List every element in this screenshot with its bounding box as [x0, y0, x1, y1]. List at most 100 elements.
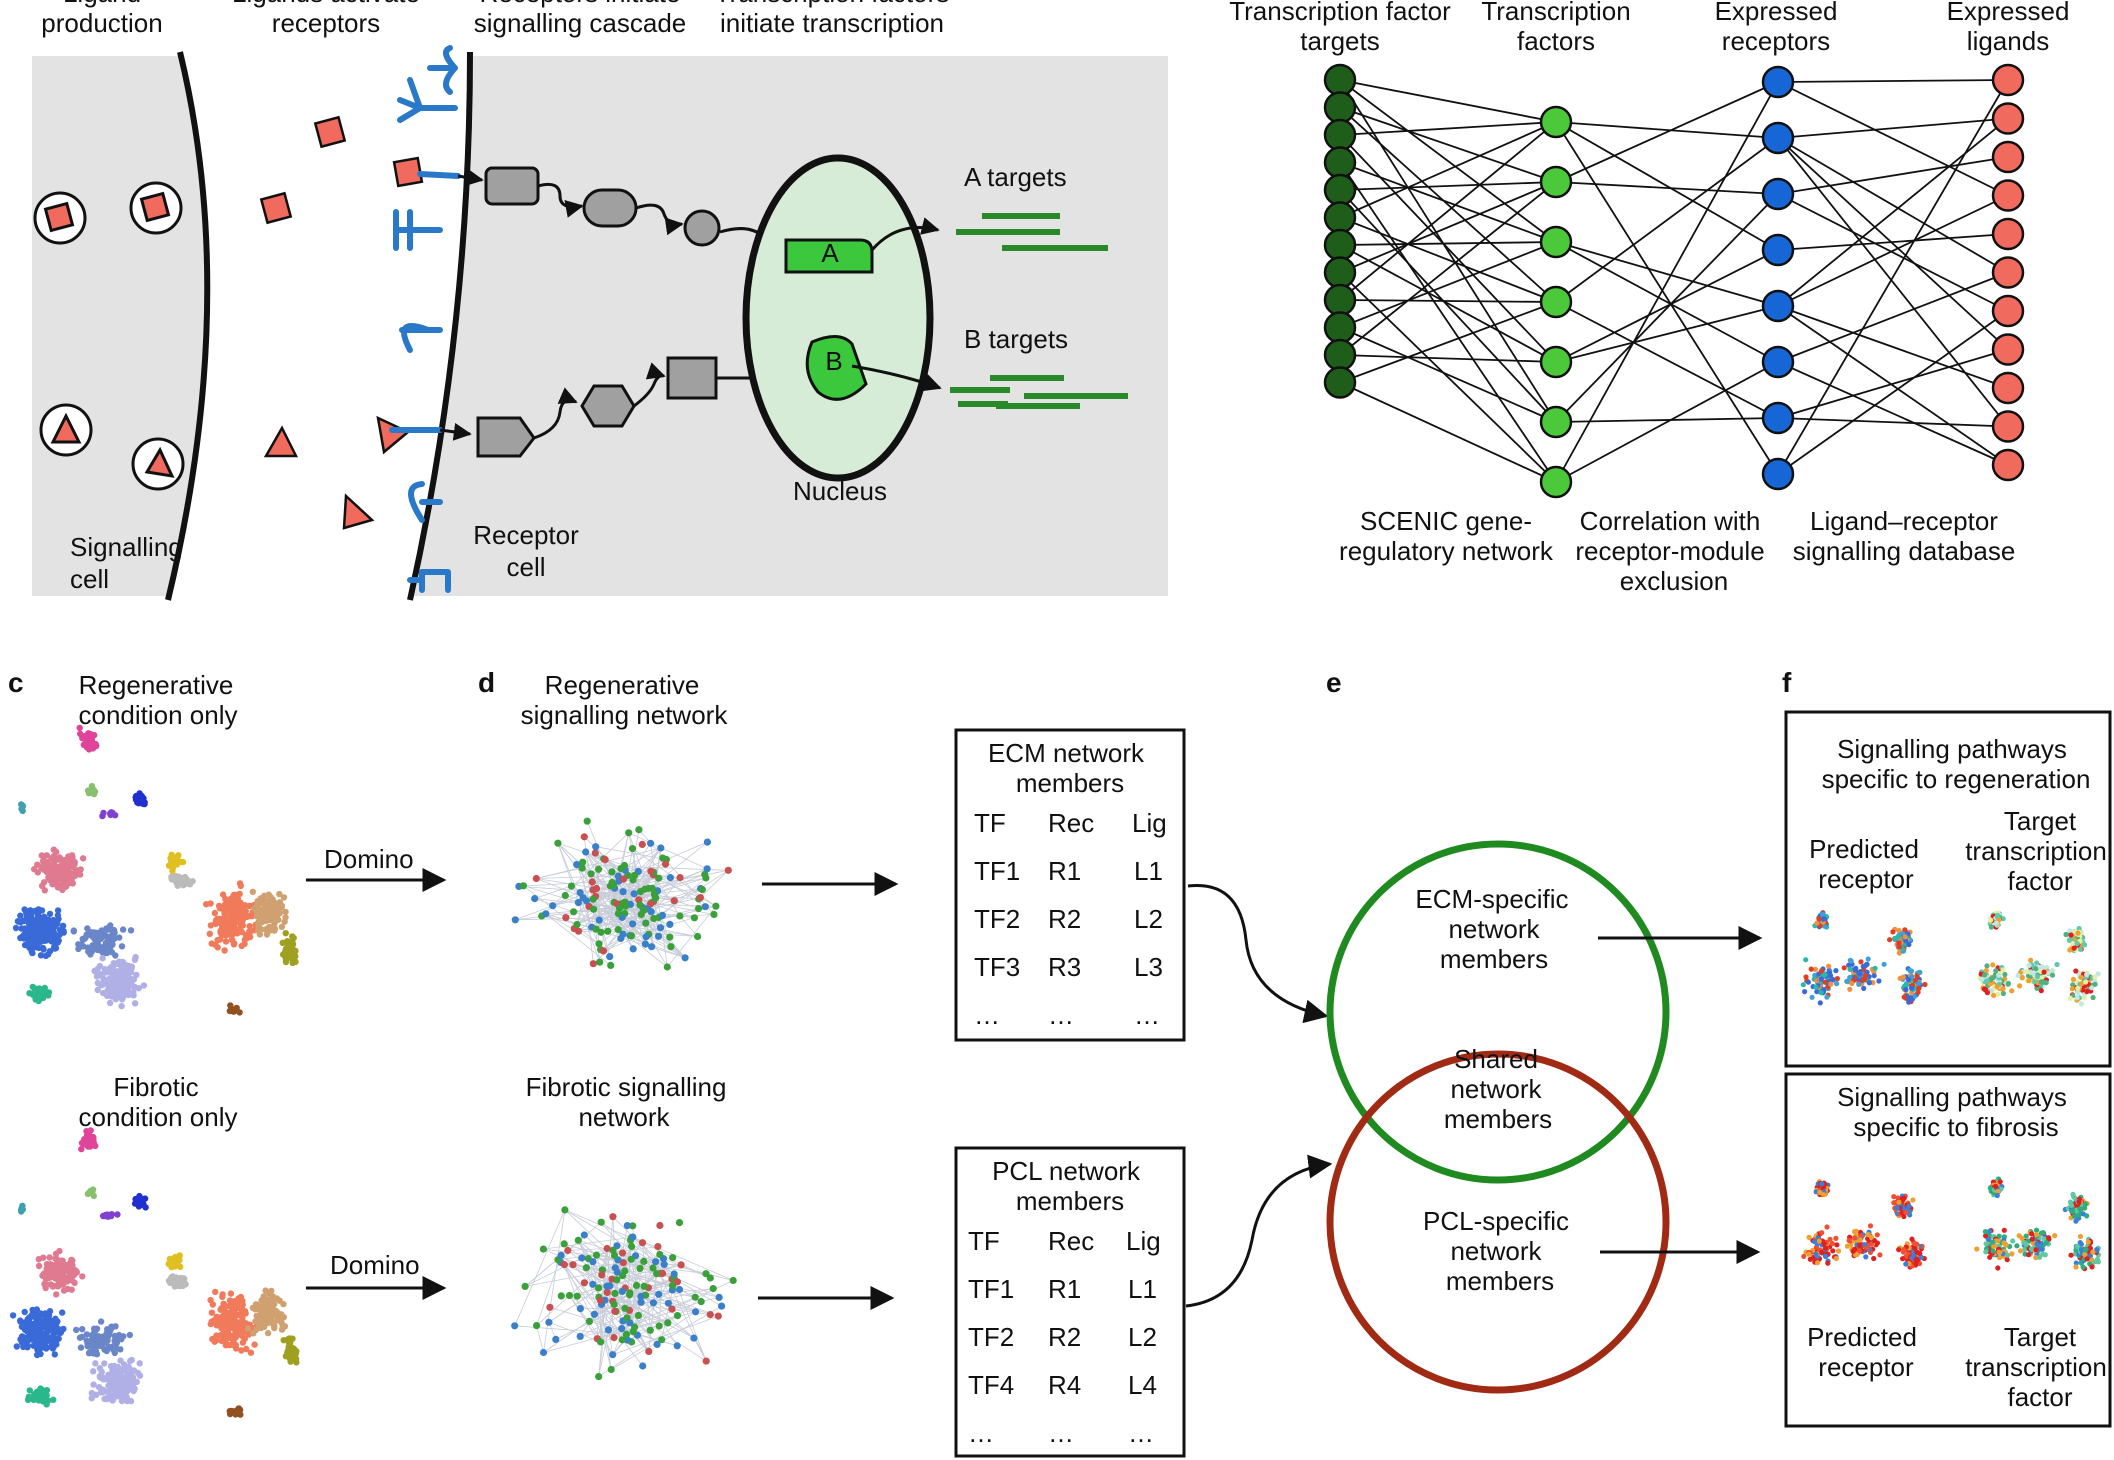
feature-point: [2075, 990, 2081, 996]
cell-point: [19, 1202, 26, 1210]
feature-point: [1896, 1247, 1902, 1253]
tf-node: [1539, 405, 1573, 439]
feature-point: [1868, 1241, 1874, 1247]
graph-node: [624, 1336, 632, 1344]
cell-point: [47, 1281, 54, 1288]
graph-node: [578, 864, 586, 872]
graph-node: [628, 1242, 636, 1250]
feature-point: [1990, 1248, 1996, 1254]
cell-point: [108, 1324, 116, 1331]
graph-node: [691, 1293, 699, 1301]
network-edge: [1339, 161, 1557, 243]
graph-node: [585, 1317, 594, 1325]
feature-point: [1862, 972, 1869, 979]
cell-point: [71, 1267, 79, 1274]
ecm-row-tf: TF3: [974, 952, 1020, 982]
feature-point: [2074, 1243, 2080, 1249]
feature-point: [1807, 1256, 1813, 1262]
graph-edge: [596, 1254, 618, 1261]
graph-node: [690, 1334, 698, 1342]
graph-node: [706, 1274, 714, 1282]
feature-point: [2074, 941, 2080, 947]
feature-point: [2070, 941, 2076, 947]
graph-node: [656, 1221, 664, 1230]
feature-point: [1847, 986, 1853, 992]
cell-point: [142, 1204, 149, 1211]
cell-point: [141, 1195, 149, 1202]
ligand-node: [1991, 179, 2025, 212]
feature-point: [1852, 1246, 1858, 1252]
feature-point: [1841, 965, 1847, 971]
graph-node: [648, 943, 656, 951]
feature-point: [2081, 995, 2087, 1001]
graph-node: [595, 916, 603, 924]
cell-point: [112, 996, 120, 1003]
graph-node: [654, 1243, 662, 1251]
graph-node: [606, 953, 614, 961]
cell-point: [40, 879, 48, 886]
graph-node: [546, 1303, 554, 1311]
graph-node: [703, 865, 711, 873]
graph-node: [611, 1289, 619, 1297]
cell-point: [37, 917, 45, 925]
feature-point: [1816, 916, 1822, 922]
feature-point: [2034, 974, 2040, 980]
cell-point: [112, 952, 119, 959]
network-edge: [1339, 79, 1557, 123]
feature-point: [1988, 924, 1994, 930]
cell-point: [249, 888, 256, 895]
feature-point: [1834, 981, 1840, 987]
feature-point: [2001, 1240, 2007, 1246]
feature-point: [2070, 1208, 2076, 1214]
cell-point: [105, 926, 112, 933]
cell-point: [292, 953, 299, 960]
cell-point: [236, 880, 244, 887]
graph-edge: [632, 923, 698, 937]
graph-node: [634, 1311, 643, 1320]
graph-node: [613, 1276, 621, 1284]
cell-point: [106, 999, 114, 1007]
network-edge: [1339, 216, 1557, 303]
graph-node: [652, 894, 660, 902]
feature-point: [1913, 1256, 1919, 1262]
cell-point: [226, 1407, 233, 1415]
feature-point: [2083, 979, 2089, 985]
graph-node: [702, 1357, 710, 1365]
pcl-row-rec: …: [1048, 1418, 1074, 1448]
graph-node: [658, 1336, 666, 1344]
graph-node: [642, 933, 650, 941]
ecm-row-lig: L1: [1134, 856, 1163, 886]
graph-edge: [577, 1240, 616, 1312]
cell-point: [23, 914, 30, 921]
graph-node: [625, 829, 633, 837]
cell-point: [99, 955, 106, 962]
cell-point: [290, 1347, 298, 1354]
feature-point: [1835, 1248, 1842, 1254]
feature-point: [1984, 978, 1990, 984]
cell-point: [51, 1351, 58, 1358]
tf-node: [1539, 105, 1573, 139]
cell-point: [126, 1378, 133, 1385]
pcl-header-rec: Rec: [1048, 1226, 1094, 1256]
feature-point: [1852, 1235, 1858, 1241]
feature-point: [2090, 1249, 2096, 1255]
feature-point: [1909, 1236, 1915, 1242]
feature-point: [2076, 1212, 2082, 1218]
graph-node: [557, 1251, 565, 1259]
feature-point: [2016, 1233, 2022, 1239]
tf-a-shape: [784, 238, 874, 274]
b-targets-label: B targets: [964, 324, 1068, 354]
cell-point: [117, 1367, 124, 1374]
tf-a-arrow: [870, 217, 940, 251]
feature-point: [1853, 1228, 1859, 1234]
cell-point: [42, 917, 49, 924]
graph-node: [614, 910, 623, 918]
feature-point: [1896, 944, 1902, 950]
feature-point: [1876, 978, 1882, 984]
graph-node: [579, 858, 587, 866]
feature-point: [1827, 1236, 1833, 1242]
cell-point: [118, 943, 126, 950]
fibrotic-condition-title: Fibrotic condition only: [79, 1072, 238, 1132]
feature-point: [1996, 1249, 2002, 1255]
graph-node: [648, 884, 656, 893]
